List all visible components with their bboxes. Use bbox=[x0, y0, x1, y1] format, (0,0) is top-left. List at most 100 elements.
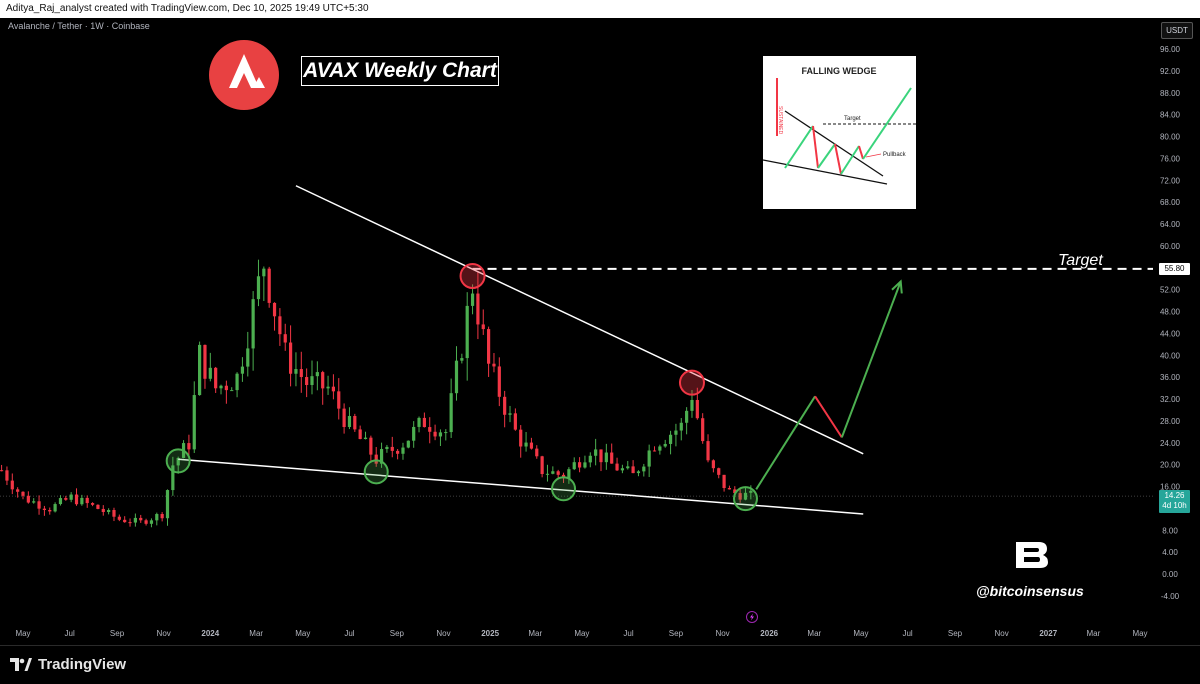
candle-body bbox=[497, 366, 501, 397]
price-tick-label: 80.00 bbox=[1160, 133, 1181, 142]
candle-body bbox=[465, 305, 469, 359]
candle-body bbox=[160, 514, 164, 519]
candle-body bbox=[0, 470, 4, 472]
candle-body bbox=[187, 443, 191, 450]
price-tick-label: 40.00 bbox=[1160, 351, 1181, 360]
tradingview-logo-icon bbox=[10, 658, 32, 671]
candle-body bbox=[487, 329, 491, 364]
candle-body bbox=[679, 422, 683, 431]
price-tick-label: 24.00 bbox=[1160, 439, 1181, 448]
price-tick-label: 32.00 bbox=[1160, 395, 1181, 404]
candle-body bbox=[583, 462, 587, 468]
candle-body bbox=[615, 463, 619, 471]
candle-body bbox=[433, 431, 437, 437]
candle-body bbox=[80, 497, 84, 505]
candle-body bbox=[251, 299, 255, 349]
price-tick-label: 92.00 bbox=[1160, 67, 1181, 76]
price-tick-label: 88.00 bbox=[1160, 89, 1181, 98]
tradingview-logo[interactable]: TradingView bbox=[10, 656, 126, 673]
time-tick-label: 2025 bbox=[481, 629, 499, 638]
candle-body bbox=[406, 440, 410, 448]
upper-resistance-trendline bbox=[295, 185, 864, 455]
time-tick-label: May bbox=[295, 629, 310, 638]
candle-body bbox=[278, 316, 282, 335]
price-tick-label: 52.00 bbox=[1160, 286, 1181, 295]
price-tick-label: 16.00 bbox=[1160, 483, 1181, 492]
price-tick-label: 20.00 bbox=[1160, 461, 1181, 470]
price-tick-label: -4.00 bbox=[1161, 592, 1180, 601]
candle-body bbox=[37, 501, 41, 509]
candle-body bbox=[294, 369, 298, 374]
candle-body bbox=[133, 517, 137, 523]
bottom-bar bbox=[0, 645, 1200, 684]
candle-body bbox=[449, 393, 453, 433]
candle-body bbox=[454, 360, 459, 394]
candle-body bbox=[310, 376, 314, 385]
candle-body bbox=[117, 516, 121, 520]
symbol-label[interactable]: Avalanche / Tether · 1W · Coinbase bbox=[8, 21, 150, 31]
candle-body bbox=[224, 385, 228, 391]
candle-body bbox=[42, 508, 47, 510]
candle-body bbox=[262, 268, 266, 277]
candle-body bbox=[674, 430, 678, 435]
candle-body bbox=[112, 510, 116, 517]
price-tick-label: 84.00 bbox=[1160, 111, 1181, 120]
price-tick-label: 48.00 bbox=[1160, 308, 1181, 317]
candle-body bbox=[727, 487, 732, 490]
candle-body bbox=[235, 373, 239, 391]
candle-body bbox=[176, 457, 180, 466]
currency-button[interactable]: USDT bbox=[1161, 22, 1193, 39]
price-tick-label: 28.00 bbox=[1160, 417, 1181, 426]
candle-body bbox=[69, 494, 73, 500]
time-axis: May Jul Sep Nov 2024 Mar May Jul Sep Nov 2025 Mar Ma… bbox=[15, 611, 1148, 638]
candle-body bbox=[529, 442, 534, 449]
candle-body bbox=[26, 495, 30, 503]
price-tick-label: 96.00 bbox=[1160, 45, 1181, 54]
candle-body bbox=[321, 372, 325, 389]
candle-body bbox=[374, 454, 378, 464]
candle-body bbox=[208, 367, 212, 379]
candle-body bbox=[139, 517, 143, 521]
projection-segment bbox=[814, 395, 843, 438]
candle-body bbox=[492, 363, 496, 367]
price-tick-label: 72.00 bbox=[1160, 176, 1181, 185]
candle-body bbox=[74, 494, 79, 505]
lightning-icon bbox=[750, 613, 754, 621]
tradingview-logo-text: TradingView bbox=[38, 656, 127, 673]
candle-body bbox=[572, 462, 576, 470]
time-tick-label: Sep bbox=[390, 629, 405, 638]
candle-body bbox=[385, 446, 389, 450]
candle-body bbox=[219, 385, 223, 389]
candle-body bbox=[717, 468, 721, 475]
candle-body bbox=[545, 473, 550, 475]
candle-body bbox=[347, 415, 352, 428]
candle-body bbox=[107, 510, 111, 513]
time-tick-label: May bbox=[15, 629, 30, 638]
time-tick-label: Mar bbox=[528, 629, 542, 638]
candle-body bbox=[315, 372, 319, 377]
candle-body bbox=[396, 450, 400, 454]
candle-body bbox=[743, 492, 748, 500]
projection-segment bbox=[840, 281, 902, 438]
avalanche-logo-icon bbox=[209, 40, 279, 110]
last-price-tag: 14.26 4d 10h bbox=[1159, 490, 1190, 514]
time-tick-label: Jul bbox=[623, 629, 633, 638]
support-touch-marker bbox=[732, 486, 758, 512]
candle-body bbox=[214, 367, 218, 389]
candle-body bbox=[326, 386, 330, 389]
target-price-value: 55.80 bbox=[1164, 263, 1185, 273]
time-tick-label: May bbox=[1132, 629, 1147, 638]
candle-body bbox=[695, 399, 699, 419]
time-tick-label: May bbox=[853, 629, 868, 638]
candle-body bbox=[599, 449, 603, 463]
time-tick-label: 2024 bbox=[201, 629, 219, 638]
candle-body bbox=[551, 471, 555, 474]
time-tick-label: Mar bbox=[249, 629, 263, 638]
candle-body bbox=[21, 491, 25, 496]
candle-body bbox=[620, 468, 625, 471]
time-tick-label: Jul bbox=[902, 629, 912, 638]
bar-countdown: 4d 10h bbox=[1162, 501, 1187, 511]
candle-body bbox=[701, 418, 705, 442]
time-tick-label: Mar bbox=[1086, 629, 1100, 638]
candle-body bbox=[422, 417, 426, 428]
